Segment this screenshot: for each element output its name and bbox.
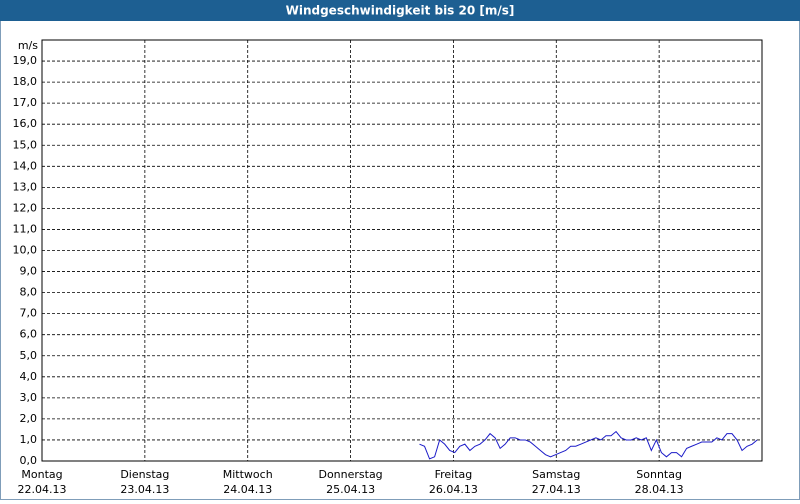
y-tick-label: 8,0 (20, 286, 38, 299)
y-tick-label: 3,0 (20, 391, 38, 404)
y-tick-label: 10,0 (13, 244, 38, 257)
y-tick-label: 5,0 (20, 349, 38, 362)
x-tick-date: 26.04.13 (429, 483, 478, 496)
x-tick-label: Dienstag (120, 468, 169, 481)
y-tick-label: 16,0 (13, 117, 38, 130)
x-tick-date: 22.04.13 (18, 483, 67, 496)
x-tick-label: Montag (21, 468, 62, 481)
y-tick-label: 12,0 (13, 201, 38, 214)
x-tick-label: Donnerstag (318, 468, 382, 481)
y-tick-label: 4,0 (20, 370, 38, 383)
y-unit: m/s (18, 39, 38, 52)
y-tick-label: 7,0 (20, 307, 38, 320)
x-tick-date: 23.04.13 (120, 483, 169, 496)
x-tick-date: 24.04.13 (223, 483, 272, 496)
y-tick-label: 2,0 (20, 412, 38, 425)
y-tick-label: 9,0 (20, 265, 38, 278)
x-tick-label: Sonntag (636, 468, 682, 481)
data-line (419, 430, 758, 460)
y-tick-label: 11,0 (13, 222, 38, 235)
title-bar (0, 0, 800, 21)
x-tick-label: Freitag (435, 468, 473, 481)
x-tick-date: 27.04.13 (532, 483, 581, 496)
y-tick-label: 13,0 (13, 180, 38, 193)
y-tick-label: 19,0 (13, 54, 38, 67)
plot-frame (41, 39, 763, 462)
y-tick-label: 6,0 (20, 328, 38, 341)
chart-title: Windgeschwindigkeit bis 20 [m/s] (286, 4, 515, 18)
x-tick-label: Samstag (532, 468, 580, 481)
x-tick-date: 28.04.13 (635, 483, 684, 496)
y-tick-label: 17,0 (13, 96, 38, 109)
y-tick-label: 0,0 (20, 454, 38, 467)
x-tick-date: 25.04.13 (326, 483, 375, 496)
y-tick-label: 18,0 (13, 75, 38, 88)
y-tick-label: 15,0 (13, 138, 38, 151)
y-tick-label: 14,0 (13, 159, 38, 172)
x-tick-label: Mittwoch (223, 468, 273, 481)
y-tick-label: 1,0 (20, 433, 38, 446)
